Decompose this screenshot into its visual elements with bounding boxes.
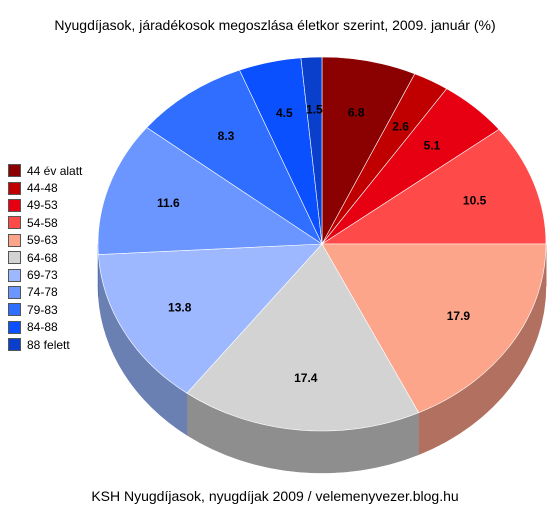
slice-value-label: 17.9 — [447, 309, 471, 323]
legend-swatch — [8, 320, 21, 334]
legend-item: 44 év alatt — [8, 162, 82, 179]
legend-label: 84-88 — [27, 320, 58, 335]
pie-slice — [98, 243, 323, 394]
legend-item: 64-68 — [8, 249, 82, 266]
legend-item: 69-73 — [8, 266, 82, 283]
legend-item: 54-58 — [8, 214, 82, 231]
legend-item: 49-53 — [8, 197, 82, 214]
slice-value-label: 4.5 — [276, 106, 293, 120]
pie-slice — [97, 127, 323, 255]
pie-slice — [321, 243, 547, 414]
pie-slice — [300, 56, 323, 245]
legend-swatch — [8, 198, 21, 212]
legend-item: 88 felett — [8, 336, 82, 353]
slice-value-label: 1.5 — [306, 103, 323, 117]
legend-label: 79-83 — [27, 302, 58, 317]
legend-label: 59-63 — [27, 233, 58, 248]
legend-label: 69-73 — [27, 268, 58, 283]
legend-item: 74-78 — [8, 284, 82, 301]
slice-value-label: 11.6 — [157, 196, 180, 210]
legend-swatch — [8, 303, 21, 317]
legend-label: 88 felett — [27, 337, 70, 352]
slice-value-label: 8.3 — [218, 129, 235, 143]
legend-swatch — [8, 181, 21, 195]
slice-value-label: 10.5 — [463, 193, 487, 207]
chart-footer: KSH Nyugdíjasok, nyugdíjak 2009 / veleme… — [91, 488, 459, 504]
legend-label: 44 év alatt — [27, 163, 83, 178]
pie-slice — [320, 128, 547, 245]
legend-item: 59-63 — [8, 232, 82, 249]
chart-title: Nyugdíjasok, járadékosok megoszlása élet… — [54, 17, 496, 33]
pie-value-labels: 6.8 2.6 5.1 10.5 17.9 17.4 13.8 11.6 8.3 4.5 1.5 — [157, 103, 487, 386]
slice-value-label: 6.8 — [348, 105, 365, 119]
legend: 44 év alatt 44-48 49-53 54-58 59-63 64-68 69-7… — [8, 162, 82, 353]
slice-value-label: 17.4 — [294, 371, 318, 385]
legend-swatch — [8, 285, 21, 299]
legend-swatch — [8, 164, 21, 178]
pie-slice — [186, 243, 420, 432]
slice-value-label: 2.6 — [392, 119, 409, 133]
legend-label: 49-53 — [27, 198, 58, 213]
slice-value-label: 13.8 — [168, 300, 192, 314]
pie-top — [97, 56, 547, 432]
legend-item: 84-88 — [8, 319, 82, 336]
legend-label: 64-68 — [27, 250, 58, 265]
legend-swatch — [8, 251, 21, 265]
legend-swatch — [8, 233, 21, 247]
legend-item: 44-48 — [8, 179, 82, 196]
legend-item: 79-83 — [8, 301, 82, 318]
slice-value-label: 5.1 — [424, 139, 441, 153]
legend-swatch — [8, 268, 21, 282]
pie-slice — [146, 69, 323, 245]
legend-label: 44-48 — [27, 181, 58, 196]
legend-label: 74-78 — [27, 285, 58, 300]
legend-swatch — [8, 216, 21, 230]
legend-swatch — [8, 338, 21, 352]
legend-label: 54-58 — [27, 215, 58, 230]
